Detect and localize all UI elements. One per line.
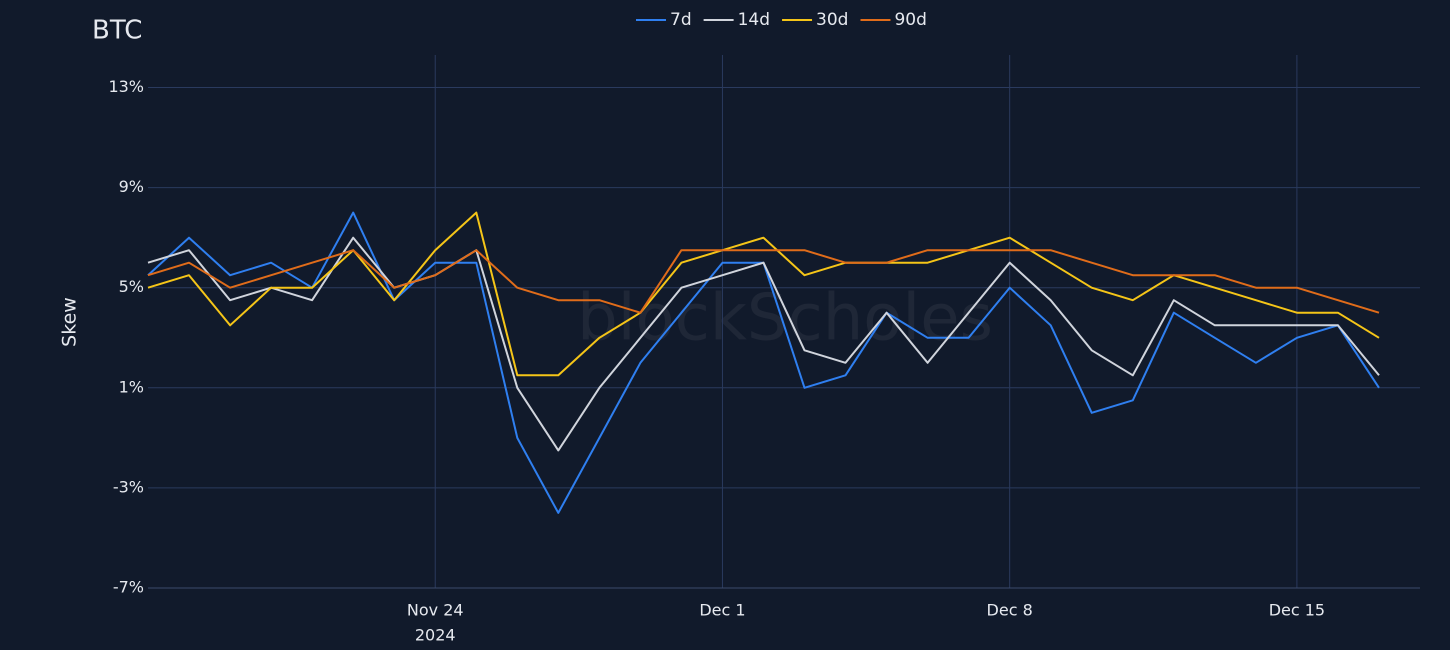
y-tick-label: 1% [119,377,144,396]
legend-label: 30d [816,10,848,30]
y-tick-label: 5% [119,277,144,296]
watermark: blockScholes [577,282,993,356]
legend-label: 7d [670,10,692,30]
legend-label: 14d [738,10,770,30]
legend-label: 90d [894,10,926,30]
series-line [147,249,1380,314]
x-tick-label: Dec 1 [699,601,745,620]
series-line [147,236,1380,452]
y-tick-label: 13% [108,77,144,96]
chart-title: BTC [92,16,142,46]
x-axis-year: 2024 [415,626,456,645]
y-tick-label: -3% [113,477,144,496]
x-tick-label: Dec 15 [1269,601,1325,620]
x-tick-label: Dec 8 [987,601,1033,620]
y-tick-label: -7% [113,578,144,597]
y-axis-title: Skew [59,297,81,347]
y-tick-label: 9% [119,177,144,196]
x-tick-label: Nov 24 [407,601,464,620]
